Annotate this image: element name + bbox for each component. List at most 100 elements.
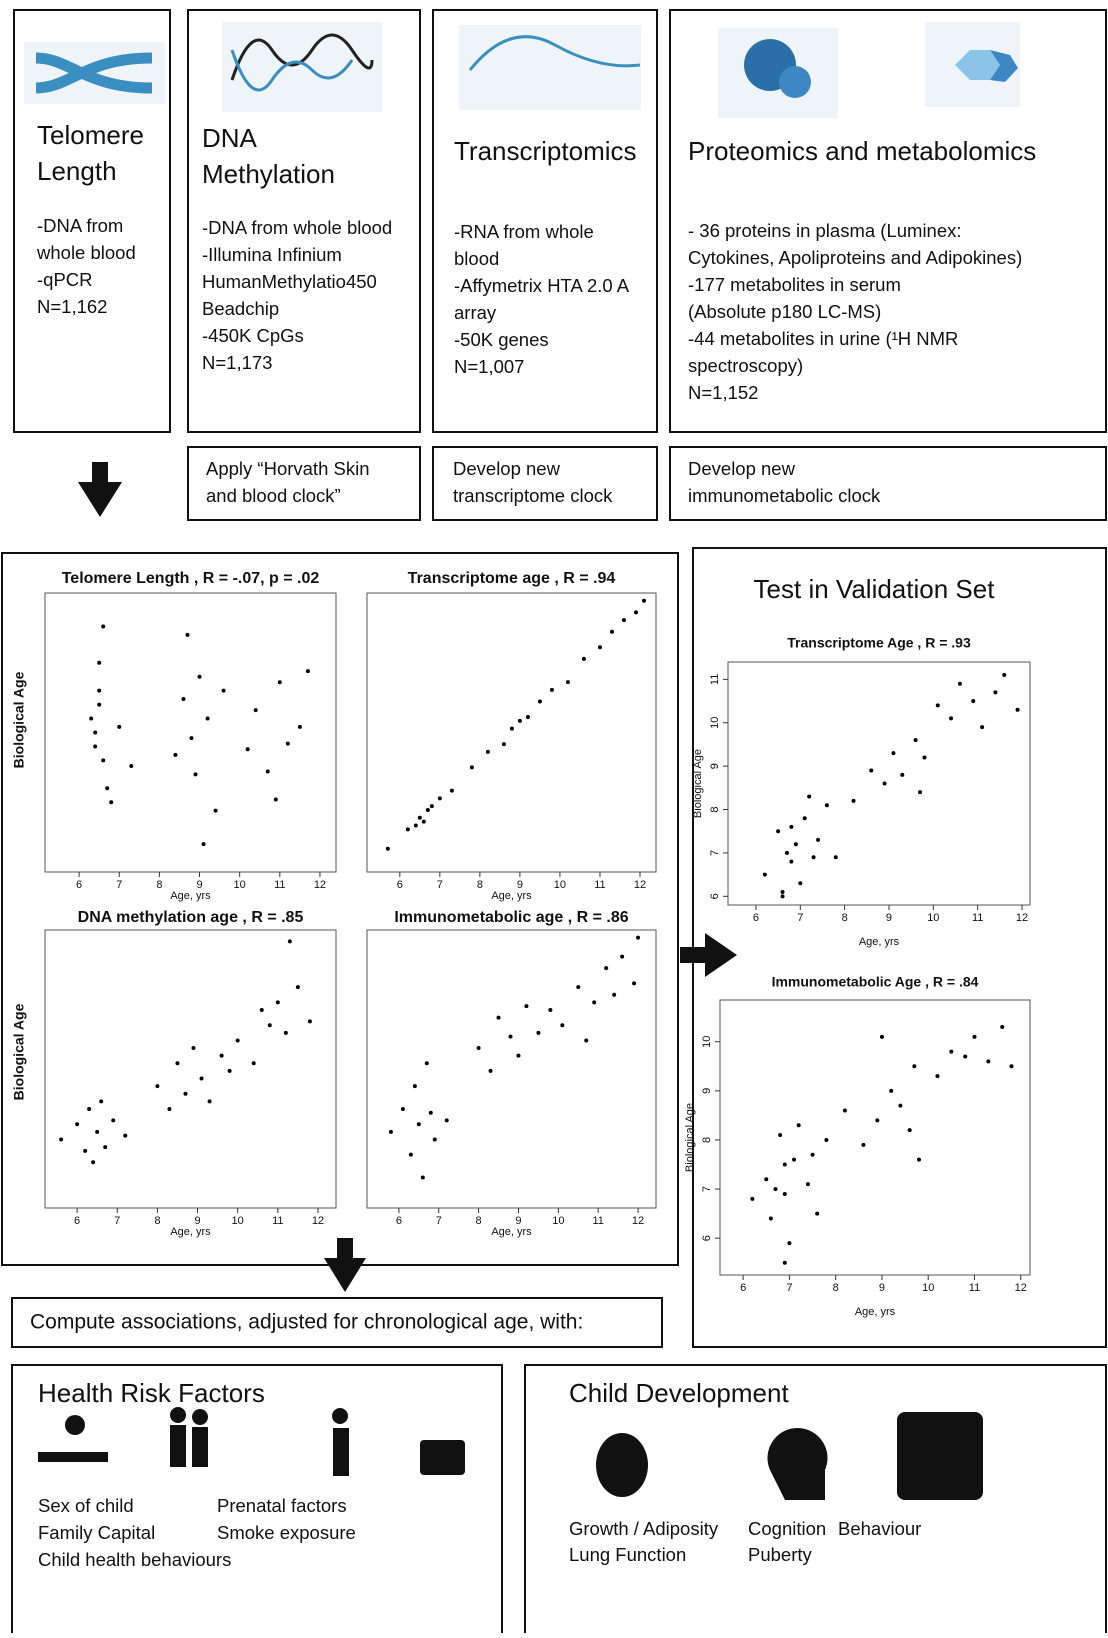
point bbox=[267, 1023, 272, 1028]
point bbox=[265, 769, 270, 774]
x-tick-label: 8 bbox=[477, 879, 483, 891]
point bbox=[632, 981, 637, 986]
y-axis-label: Biological Age bbox=[684, 1103, 696, 1172]
x-tick-label: 8 bbox=[833, 1282, 839, 1294]
point bbox=[283, 1030, 288, 1035]
x-tick-label: 7 bbox=[436, 1215, 442, 1227]
x-tick-label: 9 bbox=[194, 1215, 200, 1227]
point bbox=[782, 1162, 787, 1167]
point bbox=[993, 690, 998, 695]
x-tick-label: 9 bbox=[517, 879, 523, 891]
y-tick-label: 8 bbox=[701, 1137, 713, 1143]
point bbox=[201, 842, 206, 847]
point bbox=[869, 768, 874, 773]
box-text: blood bbox=[454, 248, 499, 269]
point bbox=[245, 747, 250, 752]
point bbox=[986, 1059, 991, 1064]
point bbox=[97, 660, 102, 665]
point bbox=[784, 850, 789, 855]
point bbox=[789, 824, 794, 829]
point bbox=[576, 985, 581, 990]
point bbox=[621, 618, 626, 623]
point bbox=[517, 718, 522, 723]
point bbox=[815, 1211, 820, 1216]
x-tick-label: 10 bbox=[927, 912, 939, 924]
point bbox=[388, 1129, 393, 1134]
point bbox=[918, 790, 923, 795]
x-axis-label: Age, yrs bbox=[170, 890, 211, 902]
box-text: -50K genes bbox=[454, 329, 549, 350]
box-text: N=1,162 bbox=[37, 296, 107, 317]
point bbox=[205, 716, 210, 721]
point bbox=[251, 1061, 256, 1066]
point bbox=[802, 816, 807, 821]
point bbox=[560, 1023, 565, 1028]
box-text: -DNA from bbox=[37, 215, 123, 236]
clock-text: and blood clock” bbox=[206, 485, 341, 506]
x-tick-label: 12 bbox=[634, 879, 646, 891]
clock-text: Develop new bbox=[453, 458, 561, 479]
point bbox=[87, 1106, 92, 1111]
point bbox=[972, 1034, 977, 1039]
box-text: HumanMethylatio450 bbox=[202, 271, 377, 292]
point bbox=[428, 1110, 433, 1115]
point bbox=[916, 1157, 921, 1162]
point bbox=[496, 1015, 501, 1020]
point bbox=[907, 1128, 912, 1133]
y-tick-label: 6 bbox=[701, 1235, 713, 1241]
x-tick-label: 7 bbox=[437, 879, 443, 891]
x-tick-label: 6 bbox=[397, 879, 403, 891]
point bbox=[898, 1103, 903, 1108]
point bbox=[424, 1061, 429, 1066]
point bbox=[787, 1241, 792, 1246]
development-item: Puberty bbox=[748, 1544, 813, 1565]
point bbox=[792, 1157, 797, 1162]
point bbox=[185, 632, 190, 637]
point bbox=[488, 1068, 493, 1073]
point bbox=[782, 1191, 787, 1196]
box-text: - 36 proteins in plasma (Luminex: bbox=[688, 220, 962, 241]
point bbox=[789, 859, 794, 864]
x-tick-label: 10 bbox=[232, 1215, 244, 1227]
clock-text: Develop new bbox=[688, 458, 796, 479]
point bbox=[609, 629, 614, 634]
x-axis-label: Age, yrs bbox=[859, 936, 900, 948]
development-item: Cognition bbox=[748, 1518, 826, 1539]
point bbox=[773, 1187, 778, 1192]
point bbox=[277, 680, 282, 685]
plot-frame bbox=[719, 999, 1031, 1276]
point bbox=[425, 808, 430, 812]
box-title: Proteomics and metabolomics bbox=[688, 136, 1036, 166]
point bbox=[275, 1000, 280, 1005]
point bbox=[833, 855, 838, 860]
point bbox=[524, 1004, 529, 1009]
x-tick-label: 11 bbox=[592, 1215, 603, 1227]
point bbox=[889, 1088, 894, 1093]
point bbox=[581, 656, 586, 661]
validation-title: Test in Validation Set bbox=[754, 574, 996, 604]
point bbox=[842, 1108, 847, 1113]
point bbox=[476, 1046, 481, 1051]
x-tick-label: 12 bbox=[1015, 1282, 1027, 1294]
point bbox=[949, 716, 954, 721]
point bbox=[816, 837, 821, 842]
point bbox=[516, 1053, 521, 1058]
box-title: DNA bbox=[202, 123, 258, 153]
point bbox=[181, 697, 186, 702]
x-tick-label: 12 bbox=[312, 1215, 324, 1227]
x-tick-label: 6 bbox=[396, 1215, 402, 1227]
layout bbox=[1, 9, 1107, 1636]
point bbox=[891, 751, 896, 756]
point bbox=[167, 1106, 172, 1111]
point bbox=[922, 755, 927, 760]
point bbox=[285, 741, 290, 746]
point bbox=[444, 1118, 449, 1123]
point bbox=[537, 699, 542, 704]
development-item: Lung Function bbox=[569, 1544, 686, 1565]
point bbox=[155, 1084, 160, 1089]
point bbox=[97, 702, 102, 707]
point bbox=[811, 855, 816, 860]
point bbox=[193, 772, 198, 777]
point bbox=[824, 803, 829, 808]
point bbox=[111, 1118, 116, 1123]
